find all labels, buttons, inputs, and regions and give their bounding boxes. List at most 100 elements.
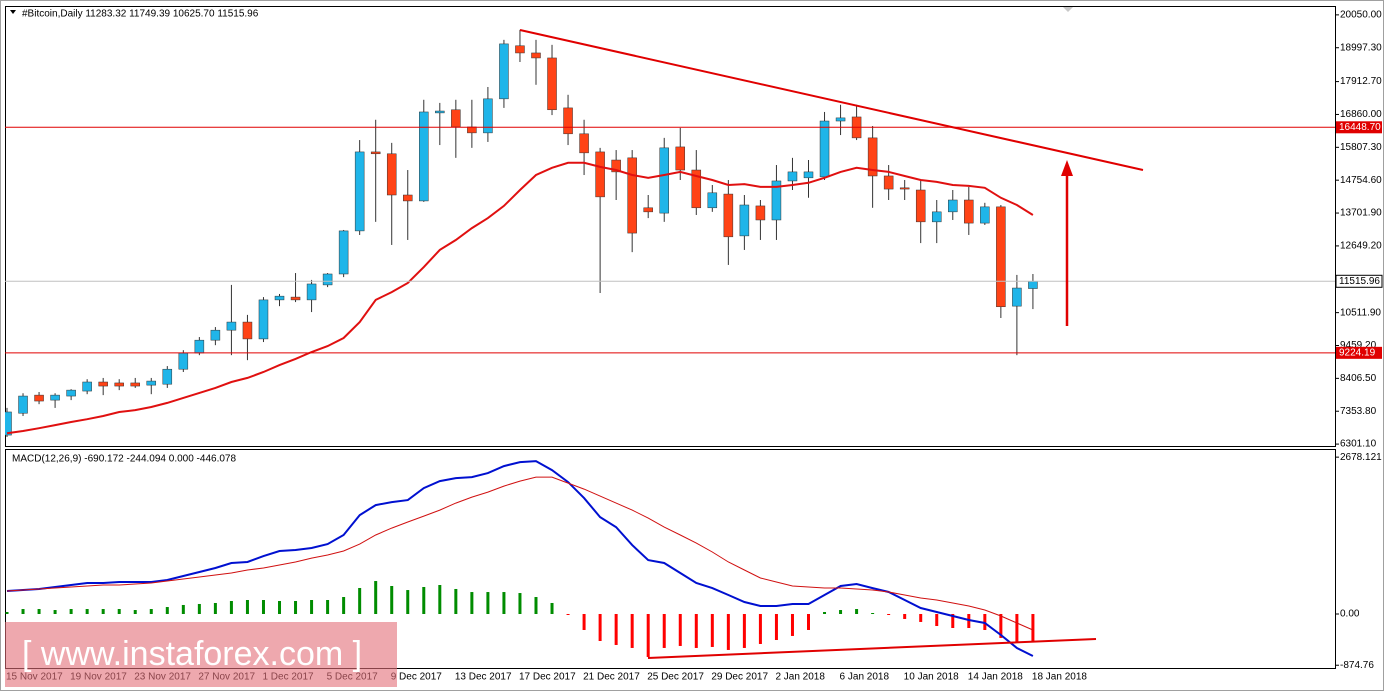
menu-arrow[interactable] [10,10,16,14]
histogram-bar [518,593,522,614]
arrow-head[interactable] [1061,160,1073,176]
candle-body [322,273,333,286]
candle-body [755,205,766,221]
histogram-bar [662,613,666,648]
watermark: [ www.instaforex.com ] [22,635,362,673]
histogram-bar [951,613,955,628]
histogram-bar [85,609,89,614]
histogram-bar [165,607,169,614]
axes: 20050.00 18997.30 17912.70 16860.00 15807.30… [6,10,1383,683]
histogram-bar [117,609,121,614]
candle-body [739,204,750,237]
x-tick-label: 21 Dec 2017 [583,672,640,683]
candle-body [771,180,782,221]
candle-body [899,187,910,190]
histogram-bar [598,613,602,641]
candle-body [467,126,477,134]
histogram-bar [133,610,137,614]
histogram-bar [358,587,362,614]
candle-body [723,193,734,238]
candle-body [627,157,637,234]
histogram-bar [871,613,875,615]
histogram-bar [197,603,201,614]
histogram-bar [646,613,650,657]
candle-body [835,117,846,122]
y-tick-label: 14754.60 [1340,175,1382,186]
histogram-bar [245,599,249,614]
histogram-bar [21,609,25,614]
histogram-bar [935,613,939,627]
histogram-bar [502,592,506,614]
macd-plot [5,460,1035,657]
candle-body [515,45,525,54]
shift-marker [1063,7,1073,12]
horizontal-line-label: 16448.70 [1339,122,1381,133]
macd-panel [5,449,1336,669]
y-tick-label: 6301.10 [1340,439,1377,450]
histogram-bar [5,612,9,614]
candle-body [5,411,12,436]
histogram-bar [999,613,1003,638]
candle-body [595,151,605,198]
histogram-bar [374,581,378,614]
histogram-bar [101,609,105,614]
histogram-bar [726,613,730,650]
candle-body [883,175,894,190]
histogram-bar [149,609,153,614]
candle-body [290,296,301,301]
histogram-bar [310,599,314,614]
candle-body [547,57,557,111]
candle-body [306,283,317,301]
histogram-bar [342,597,346,614]
histogram-bar [566,613,570,615]
candle-body [50,394,60,401]
histogram-bar [919,613,923,622]
price-plot [5,29,1335,437]
macd-trend-line[interactable] [647,638,1097,659]
candle-body [915,189,926,223]
histogram-bar [454,588,458,614]
candle-body [611,159,621,173]
x-tick-label: 2 Jan 2018 [775,672,825,683]
histogram-bar [1031,613,1035,642]
histogram-bar [630,613,634,648]
candle-body [258,299,269,340]
candle-body [867,137,878,177]
candle-body [531,52,541,59]
y-tick-label: 13701.90 [1340,208,1382,219]
candle-body [931,211,942,223]
x-tick-label: 17 Dec 2017 [519,672,576,683]
candle-body [1028,281,1038,289]
y-tick-label: 17912.70 [1340,76,1382,87]
histogram-bar [823,612,827,614]
histogram-bar [294,600,298,614]
histogram-bar [422,586,426,614]
x-tick-label: 9 Dec 2017 [391,672,443,683]
y-tick-label: -874.76 [1340,660,1374,671]
x-tick-label: 14 Jan 2018 [968,672,1023,683]
moving-average [6,161,1034,435]
y-tick-label: 20050.00 [1340,10,1382,21]
trend-line[interactable] [519,29,1144,171]
horizontal-line-label-box [1336,346,1382,359]
histogram-bar [181,604,185,614]
candle-body [819,120,830,178]
candle-body [354,151,365,232]
histogram-bar [406,590,410,614]
y-tick-label: 12649.20 [1340,241,1382,252]
histogram-bar [582,613,586,630]
histogram-bar [790,613,794,636]
x-tick-label: 25 Dec 2017 [647,672,704,683]
macd-line [6,476,1034,631]
candle-body [130,382,140,387]
price-panel [5,6,1336,447]
histogram-bar [807,613,810,630]
candle-body [98,381,108,387]
histogram-bar [839,610,843,614]
watermark-box [5,622,397,687]
candle-body [403,194,413,202]
histogram-bar [742,613,746,648]
histogram-bar [758,613,762,644]
